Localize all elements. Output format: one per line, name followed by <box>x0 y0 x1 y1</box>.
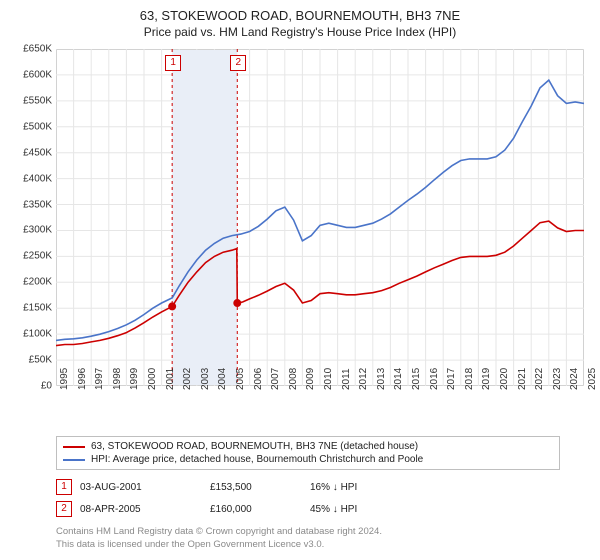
chart-title: 63, STOKEWOOD ROAD, BOURNEMOUTH, BH3 7NE <box>10 8 590 23</box>
y-tick-label: £250K <box>10 251 52 262</box>
sale-row-2: 2 08-APR-2005 £160,000 45% ↓ HPI <box>56 498 560 520</box>
sale-delta-1: 16% ↓ HPI <box>310 482 430 493</box>
y-tick-label: £0 <box>10 381 52 392</box>
y-tick-label: £300K <box>10 225 52 236</box>
sale-badge-2: 2 <box>56 501 72 517</box>
sale-delta-2: 45% ↓ HPI <box>310 504 430 515</box>
plot-svg <box>56 49 584 386</box>
y-tick-label: £100K <box>10 329 52 340</box>
y-tick-label: £450K <box>10 147 52 158</box>
sale-badge-1: 1 <box>56 479 72 495</box>
legend-row-property: 63, STOKEWOOD ROAD, BOURNEMOUTH, BH3 7NE… <box>63 440 553 453</box>
sale-date-2: 08-APR-2005 <box>80 504 210 515</box>
legend-box: 63, STOKEWOOD ROAD, BOURNEMOUTH, BH3 7NE… <box>56 436 560 470</box>
y-tick-label: £50K <box>10 355 52 366</box>
y-tick-label: £500K <box>10 121 52 132</box>
sale-row-1: 1 03-AUG-2001 £153,500 16% ↓ HPI <box>56 476 560 498</box>
y-tick-label: £200K <box>10 277 52 288</box>
legend-label-property: 63, STOKEWOOD ROAD, BOURNEMOUTH, BH3 7NE… <box>91 441 418 452</box>
sales-table: 1 03-AUG-2001 £153,500 16% ↓ HPI 2 08-AP… <box>56 476 560 520</box>
footer-line-2: This data is licensed under the Open Gov… <box>56 539 560 552</box>
legend-swatch-hpi <box>63 459 85 461</box>
legend-swatch-property <box>63 446 85 448</box>
legend-label-hpi: HPI: Average price, detached house, Bour… <box>91 454 423 465</box>
marker-label: 1 <box>165 55 181 71</box>
y-tick-label: £650K <box>10 44 52 55</box>
y-tick-label: £550K <box>10 95 52 106</box>
chart-area: £0 £50K £100K £150K £200K £250K £300K £350K £400… <box>10 45 590 430</box>
chart-titles: 63, STOKEWOOD ROAD, BOURNEMOUTH, BH3 7NE… <box>10 8 590 39</box>
marker-label: 2 <box>230 55 246 71</box>
footer-line-1: Contains HM Land Registry data © Crown c… <box>56 526 560 539</box>
sale-band <box>172 50 237 385</box>
x-tick-label: 2025 <box>587 368 600 390</box>
sale-price-2: £160,000 <box>210 504 310 515</box>
chart-container: 63, STOKEWOOD ROAD, BOURNEMOUTH, BH3 7NE… <box>0 0 600 558</box>
y-tick-label: £150K <box>10 303 52 314</box>
chart-subtitle: Price paid vs. HM Land Registry's House … <box>10 25 590 39</box>
footer-attribution: Contains HM Land Registry data © Crown c… <box>56 526 560 552</box>
legend-row-hpi: HPI: Average price, detached house, Bour… <box>63 453 553 466</box>
y-tick-label: £400K <box>10 173 52 184</box>
y-tick-label: £350K <box>10 199 52 210</box>
sale-price-1: £153,500 <box>210 482 310 493</box>
sale-date-1: 03-AUG-2001 <box>80 482 210 493</box>
y-tick-label: £600K <box>10 69 52 80</box>
